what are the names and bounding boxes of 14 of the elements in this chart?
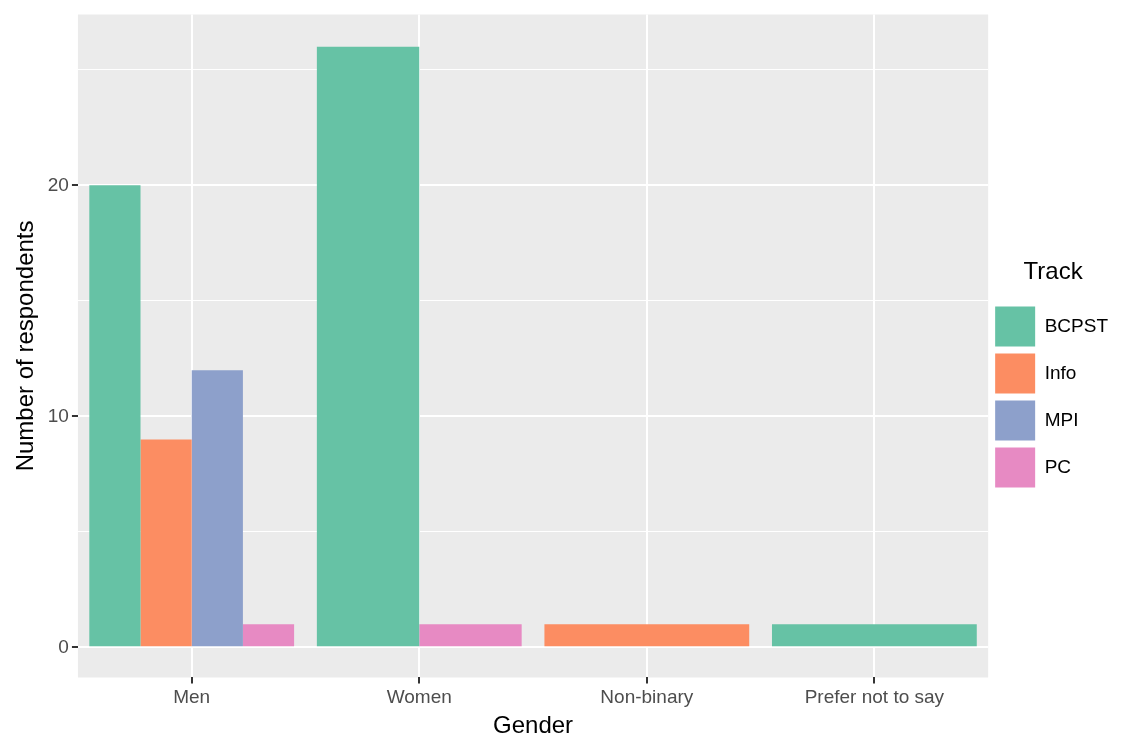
legend-label: Info [1044,361,1077,383]
x-tick-label: Non-binary [600,686,694,708]
legend-label: BCPST [1044,314,1109,336]
legend-label: PC [1044,455,1072,477]
legend-label: MPI [1044,408,1079,430]
x-tick-label: Women [386,686,452,708]
x-tick-label: Men [173,686,211,708]
y-tick-label: 0 [58,635,69,657]
legend-title: Track [1023,257,1084,285]
y-tick-label: 20 [47,173,69,195]
x-tick-label: Prefer not to say [804,686,945,708]
y-axis-title: Number of respondents [11,220,39,472]
y-tick-label: 10 [47,404,69,426]
x-axis-title: Gender [493,711,574,739]
